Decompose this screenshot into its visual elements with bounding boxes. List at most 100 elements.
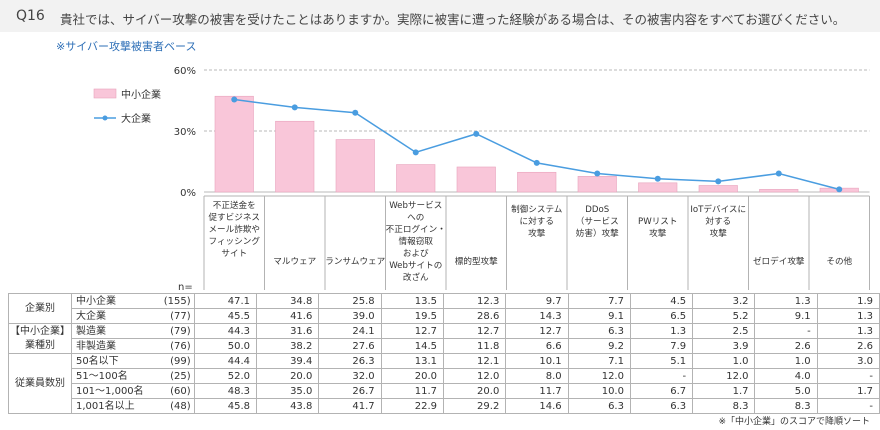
row-label: 101～1,000名 <box>70 383 158 399</box>
table-cell: 14.5 <box>380 338 444 354</box>
table-cell: 39.4 <box>255 353 320 369</box>
table-cell: 9.1 <box>754 308 818 324</box>
table-cell: 12.7 <box>442 323 507 339</box>
table-cell: 7.1 <box>567 353 631 369</box>
table-row: 1,001名以上 (48) 45.8 43.8 41.7 22.9 29.2 14.6 6.3 6… <box>9 398 880 414</box>
line-point-大企業 <box>473 130 480 137</box>
line-point-大企業 <box>412 149 419 156</box>
table-cell: 5.2 <box>692 308 756 324</box>
bar-中小企業 <box>759 189 799 193</box>
table-cell: 3.2 <box>692 293 756 309</box>
table-cell: 6.7 <box>629 383 694 399</box>
line-point-大企業 <box>836 186 843 193</box>
bar-中小企業 <box>698 185 738 193</box>
table-cell: 12.3 <box>442 293 507 309</box>
table-cell: 11.7 <box>380 383 444 399</box>
line-point-大企業 <box>775 170 782 177</box>
table-cell: 4.5 <box>629 293 694 309</box>
table-row: 企業別 中小企業 (155) 47.1 34.8 25.8 13.5 12.3 9.7 7.7 4.… <box>8 293 880 324</box>
table-cell: 10.1 <box>505 353 569 369</box>
table-cell: 8.0 <box>505 368 569 384</box>
table-cell: 1.0 <box>692 353 756 369</box>
table-cell: 12.0 <box>567 368 631 384</box>
table-row: 非製造業 (76) 50.0 38.2 27.6 14.5 11.8 6.6 9.2 7.9 3.9… <box>9 338 880 354</box>
y-tick-label: 0% <box>180 188 196 199</box>
line-point-大企業 <box>231 96 238 103</box>
bar-中小企業 <box>396 164 436 193</box>
table-cell: 9.1 <box>567 308 631 324</box>
table-cell: 28.6 <box>442 308 507 324</box>
table-cell: 6.3 <box>567 398 631 414</box>
row-label: 50名以下 <box>70 353 158 369</box>
bar-中小企業 <box>577 176 617 193</box>
table-cell: 20.0 <box>380 368 444 384</box>
table-row: 101～1,000名 (60) 48.3 35.0 26.7 11.7 20.0 11.7 10… <box>9 383 880 399</box>
table-cell: 12.0 <box>692 368 756 384</box>
row-group-label: 企業別 <box>8 293 72 324</box>
question-number: Q16 <box>16 8 45 24</box>
bar-中小企業 <box>335 139 375 193</box>
category-label: その他 <box>826 255 852 267</box>
category-label: ゼロデイ攻撃 <box>753 255 805 267</box>
table-cell: 4.0 <box>754 368 818 384</box>
row-n: (99) <box>157 353 195 369</box>
table-cell: 6.6 <box>505 338 569 354</box>
table-cell: - <box>816 398 880 414</box>
table-cell: 43.8 <box>255 398 320 414</box>
category-label: マルウェア <box>273 256 316 267</box>
category-label: Webサービスへの不正ログイン・情報窃取および Webサイトの改ざん <box>386 200 446 283</box>
category-label: 標的型攻撃 <box>455 255 498 267</box>
table-cell: 14.6 <box>505 398 569 414</box>
table-cell: 14.3 <box>505 308 569 324</box>
row-n: (60) <box>157 383 195 399</box>
table-cell: 41.6 <box>255 308 320 324</box>
base-note: ※サイバー攻撃被害者ベース <box>56 40 197 53</box>
table-cell: 1.7 <box>816 383 880 399</box>
table-cell: 12.0 <box>442 368 507 384</box>
y-tick-label: 30% <box>174 127 196 138</box>
row-label: 非製造業 <box>70 338 158 354</box>
table-cell: 47.1 <box>193 293 258 309</box>
table-cell: 24.1 <box>318 323 382 339</box>
table-cell: 1.9 <box>816 293 880 309</box>
table-cell: 31.6 <box>255 323 320 339</box>
table-cell: 26.7 <box>318 383 382 399</box>
legend-marker-line <box>102 115 108 121</box>
row-group-label: 従業員数別 <box>8 353 72 414</box>
table-cell: 9.2 <box>567 338 631 354</box>
table-cell: 11.8 <box>442 338 507 354</box>
table-cell: 41.7 <box>318 398 382 414</box>
table-cell: 2.6 <box>754 338 818 354</box>
table-cell: 44.4 <box>193 353 258 369</box>
table-row: 51～100名 (25) 52.0 20.0 32.0 20.0 12.0 8.0 12.0-1… <box>9 368 880 384</box>
table-cell: 29.2 <box>442 398 507 414</box>
row-n: (25) <box>157 368 195 384</box>
table-cell: 11.7 <box>505 383 569 399</box>
table-cell: 50.0 <box>193 338 258 354</box>
table-cell: 44.3 <box>193 323 258 339</box>
table-row: 従業員数別 50名以下 (99) 44.4 39.4 26.3 13.1 12.1 10.1 7.… <box>8 353 880 414</box>
line-point-大企業 <box>352 109 359 116</box>
table-cell: 9.7 <box>505 293 569 309</box>
bar-line-chart: 0% 30% 60% 不正送金を促すビジネスメール詐欺やフィッシングサイトマルウェアラ… <box>93 66 870 290</box>
legend-label-bar: 中小企業 <box>121 88 161 101</box>
table-cell: 5.0 <box>754 383 818 399</box>
data-table: 企業別 中小企業 (155) 47.1 34.8 25.8 13.5 12.3 9.7 7.7 4.… <box>8 293 880 414</box>
table-cell: 19.5 <box>380 308 444 324</box>
table-cell: 39.0 <box>318 308 382 324</box>
row-label: 1,001名以上 <box>70 398 158 414</box>
table-cell: 13.5 <box>380 293 444 309</box>
question-text: 貴社では、サイバー攻撃の被害を受けたことはありますか。実際に被害に遭った経験があ… <box>60 12 846 27</box>
row-label: 大企業 <box>70 308 158 324</box>
table-cell: 27.6 <box>318 338 382 354</box>
line-point-大企業 <box>654 175 661 182</box>
y-tick-label: 60% <box>174 66 196 77</box>
footnote: ※「中小企業」のスコアで降順ソート <box>718 417 870 427</box>
table-cell: 20.0 <box>442 383 507 399</box>
table-row: 大企業 (77) 45.5 41.6 39.0 19.5 28.6 14.3 9.1 6.5 5.2… <box>9 308 880 324</box>
row-n: (76) <box>157 338 195 354</box>
table-cell: 5.1 <box>629 353 694 369</box>
table-cell: 6.3 <box>567 323 631 339</box>
category-label: 不正送金を促すビジネスメール詐欺やフィッシングサイト <box>208 199 260 259</box>
table-cell: 1.3 <box>816 308 880 324</box>
